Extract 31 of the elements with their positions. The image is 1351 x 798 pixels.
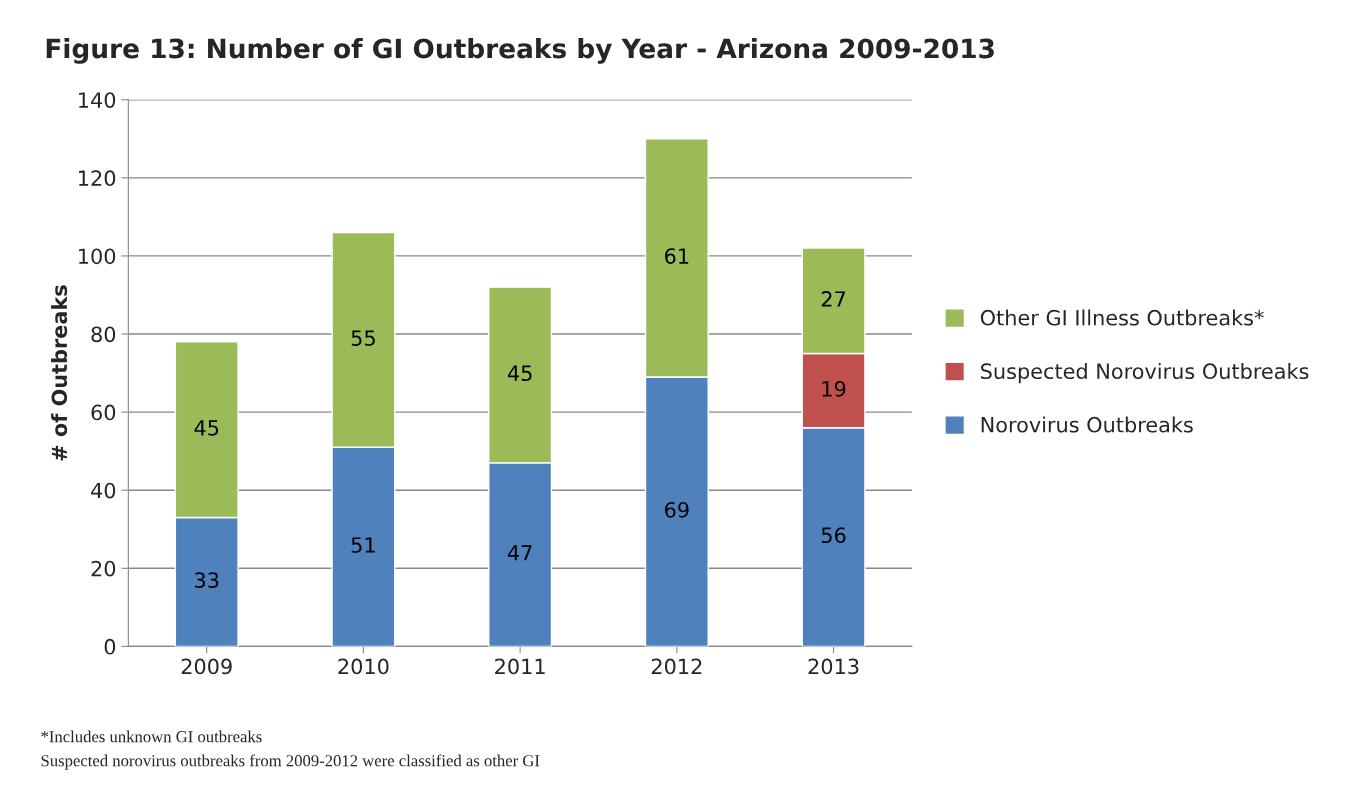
legend-label: Other GI Illness Outbreaks* (980, 309, 1264, 326)
y-axis-title: # of Outbreaks (51, 285, 68, 461)
text: *Includes unknown GI outbreaks (41, 730, 262, 743)
legend-label: Suspected Norovirus Outbreaks (981, 362, 1309, 384)
legend-label: Norovirus Outbreaks (981, 416, 1193, 433)
data-label: 51 (351, 537, 375, 553)
y-tick-label: 20 (91, 560, 116, 577)
y-tick-label: 80 (91, 326, 116, 343)
y-tick-label: 60 (91, 404, 116, 421)
x-tick-label: 2013 (808, 658, 859, 675)
x-tick-label: 2009 (181, 658, 232, 675)
y-tick-label: 40 (91, 482, 116, 499)
data-label: 69 (665, 501, 689, 518)
data-label: 27 (821, 291, 846, 307)
data-label: 45 (194, 420, 219, 436)
x-tick-label: 2010 (338, 658, 389, 675)
data-label: 56 (821, 527, 846, 544)
x-tick-label: 2011 (495, 658, 545, 675)
chart-title: Figure 13: Number of GI Outbreaks by Year - Arizona 2009-2013 (46, 38, 994, 64)
data-label: 55 (351, 330, 375, 346)
y-tick-label: 120 (79, 170, 116, 187)
data-label: 45 (507, 365, 532, 382)
data-label: 33 (195, 572, 219, 588)
y-tick-label: 100 (79, 248, 116, 265)
data-label: 19 (822, 380, 846, 397)
y-tick-label: 0 (104, 638, 116, 655)
data-label: 47 (507, 545, 532, 561)
data-label: 61 (665, 248, 689, 264)
text: Suspected norovirus outbreaks from 2009-2012 were classified as other GI (41, 754, 540, 770)
x-tick-label: 2012 (651, 658, 702, 675)
y-tick-label: 140 (79, 92, 116, 108)
